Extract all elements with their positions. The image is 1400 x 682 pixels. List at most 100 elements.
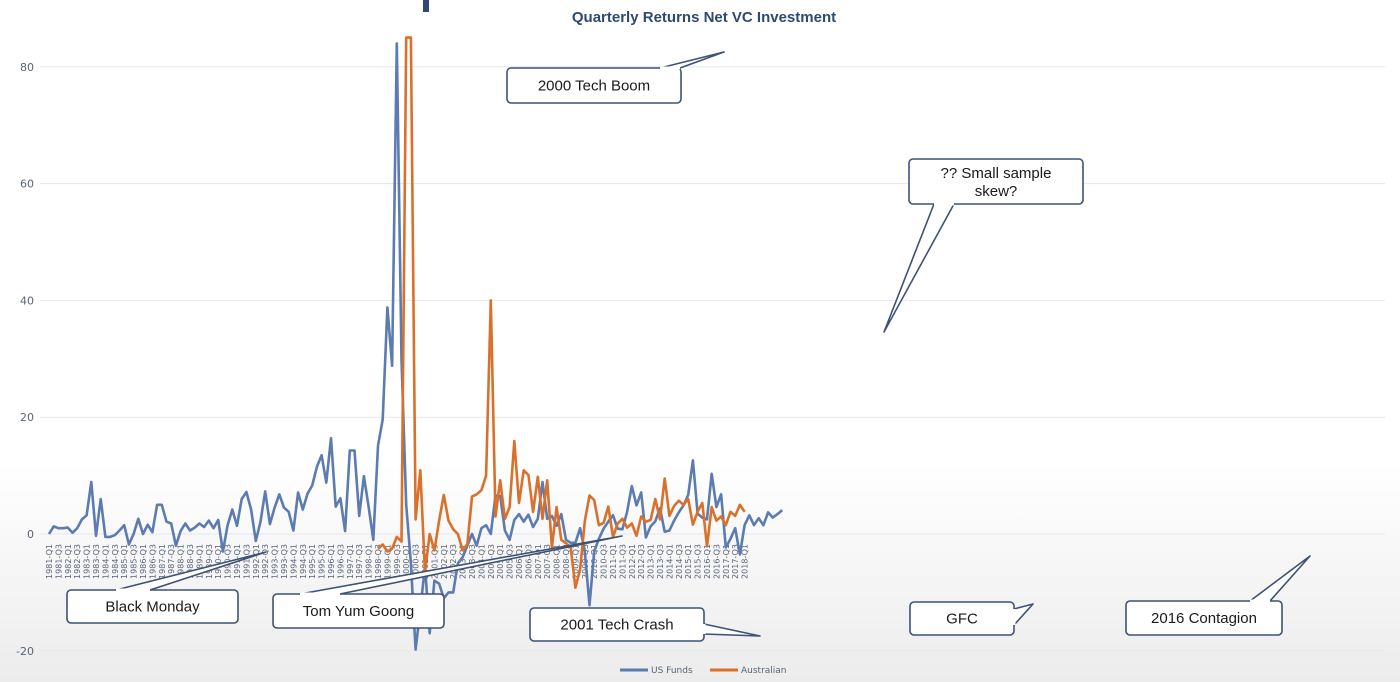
- x-tick-label: 1981-Q3: [54, 544, 63, 579]
- y-tick-label: 60: [20, 178, 34, 191]
- x-tick-label: 2000-Q3: [412, 544, 421, 579]
- x-tick-label: 2007-Q3: [543, 544, 552, 579]
- x-tick-label: 2001-Q3: [430, 544, 439, 579]
- x-tick-label: 1994-Q3: [299, 544, 308, 579]
- x-tick-label: 1993-Q3: [280, 544, 289, 579]
- callout-text: ?? Small sample skew?: [941, 165, 1052, 200]
- x-tick-label: 1983-Q1: [83, 544, 92, 579]
- x-tick-label: 1984-Q3: [111, 544, 120, 579]
- x-tick-label: 1982-Q3: [73, 544, 82, 579]
- x-tick-label: 1981-Q1: [45, 544, 54, 579]
- x-tick-label: 2015-Q1: [684, 544, 693, 579]
- grid: [40, 66, 1385, 652]
- x-tick-label: 2007-Q1: [534, 544, 543, 579]
- legend: US Funds Australian: [620, 666, 787, 676]
- x-tick-label: 2012-Q3: [637, 544, 646, 579]
- x-tick-label: 2005-Q3: [506, 544, 515, 579]
- callout-pointer: [1249, 555, 1311, 602]
- x-tick-label: 2008-Q1: [553, 544, 562, 579]
- x-tick-label: 2002-Q3: [449, 544, 458, 579]
- y-tick-label: 0: [27, 528, 34, 541]
- x-tick-label: 2014-Q1: [665, 544, 674, 579]
- x-tick-label: 2011-Q3: [618, 544, 627, 579]
- callout: Black Monday: [66, 551, 267, 624]
- x-tick-label: 1997-Q3: [355, 544, 364, 579]
- x-tick-label: 1983-Q3: [92, 544, 101, 579]
- x-tick-label: 1995-Q3: [318, 544, 327, 579]
- x-tick-label: 2008-Q3: [562, 544, 571, 579]
- callout-box: [506, 67, 682, 104]
- x-tick-label: 2003-Q1: [459, 544, 468, 579]
- legend-label: Australian: [741, 666, 787, 676]
- x-tick-label: 2012-Q1: [628, 544, 637, 579]
- x-tick-label: 2006-Q3: [524, 544, 533, 579]
- x-tick-label: 1993-Q1: [271, 544, 280, 579]
- x-tick-label: 1987-Q3: [167, 544, 176, 579]
- x-tick-label: 2006-Q1: [515, 544, 524, 579]
- series-line-australian: [377, 36, 746, 590]
- callout-pointer: [1013, 603, 1034, 626]
- y-tick-label: 20: [20, 411, 34, 424]
- x-tick-label: 1995-Q1: [308, 544, 317, 579]
- x-tick-label: 2010-Q1: [590, 544, 599, 579]
- x-tick-label: 1986-Q1: [139, 544, 148, 579]
- x-tick-label: 1998-Q3: [374, 544, 383, 579]
- x-tick-label: 1991-Q3: [242, 544, 251, 579]
- x-tick-label: 2003-Q3: [468, 544, 477, 579]
- legend-label: US Funds: [651, 666, 693, 676]
- x-tick-label: 1992-Q1: [252, 544, 261, 579]
- x-tick-label: 2016-Q3: [712, 544, 721, 579]
- callout: GFC: [909, 601, 1034, 636]
- x-tick-label: 1992-Q3: [261, 544, 270, 579]
- x-tick-label: 1987-Q1: [158, 544, 167, 579]
- callout-text: Tom Yum Goong: [303, 603, 414, 620]
- x-tick-label: 2002-Q1: [440, 544, 449, 579]
- series-group: [47, 36, 784, 651]
- x-tick-label: 2010-Q3: [600, 544, 609, 579]
- callout-text: 2000 Tech Boom: [538, 78, 650, 95]
- x-tick-label: 1982-Q1: [64, 544, 73, 579]
- chart-title: Quarterly Returns Net VC Investment: [572, 9, 836, 26]
- callout-text: 2001 Tech Crash: [560, 617, 673, 634]
- callout: 2001 Tech Crash: [529, 607, 761, 642]
- x-tick-label: 2018-Q1: [741, 544, 750, 579]
- x-tick-label: 1988-Q1: [177, 544, 186, 579]
- callout: 2000 Tech Boom: [506, 51, 725, 104]
- callout: Tom Yum Goong: [272, 535, 623, 629]
- x-tick-label: 2011-Q1: [609, 544, 618, 579]
- y-tick-label: 80: [20, 61, 34, 74]
- x-axis: 1981-Q1 1981-Q3 1982-Q1 1982-Q3 1983-Q1 1983-…: [45, 544, 750, 579]
- x-tick-label: 1988-Q3: [186, 544, 195, 579]
- callout-text: Black Monday: [105, 599, 200, 616]
- x-tick-label: 2000-Q1: [402, 544, 411, 579]
- callout-pointer: [883, 203, 955, 333]
- callout-pointer: [659, 51, 725, 69]
- x-tick-label: 1998-Q1: [365, 544, 374, 579]
- callout: ?? Small sample skew?: [883, 158, 1084, 333]
- y-tick-label: -20: [16, 645, 34, 658]
- x-tick-label: 2009-Q1: [571, 544, 580, 579]
- x-tick-label: 1996-Q3: [336, 544, 345, 579]
- x-tick-label: 2013-Q1: [647, 544, 656, 579]
- callout-text: GFC: [946, 611, 978, 628]
- x-tick-label: 1984-Q1: [101, 544, 110, 579]
- callout-pointer: [703, 623, 761, 637]
- x-tick-label: 1989-Q1: [195, 544, 204, 579]
- x-tick-label: 2015-Q3: [694, 544, 703, 579]
- callout-box: [272, 593, 445, 629]
- callout-text: 2016 Contagion: [1151, 610, 1257, 627]
- x-tick-label: 1994-Q1: [289, 544, 298, 579]
- decorative-bar: [423, 0, 429, 12]
- y-axis: -20 0 20 40 60 80: [16, 61, 34, 658]
- y-tick-label: 40: [20, 294, 34, 307]
- x-tick-label: 1997-Q1: [346, 544, 355, 579]
- annotations: 2000 Tech Boom ?? Small sample skew? Black …: [66, 51, 1311, 642]
- x-tick-label: 1999-Q1: [383, 544, 392, 579]
- x-tick-label: 2017-Q3: [731, 544, 740, 579]
- x-tick-label: 1985-Q3: [130, 544, 139, 579]
- callout-box: [1125, 600, 1283, 636]
- x-tick-label: 2013-Q3: [656, 544, 665, 579]
- x-tick-label: 2016-Q1: [703, 544, 712, 579]
- x-tick-label: 2014-Q3: [675, 544, 684, 579]
